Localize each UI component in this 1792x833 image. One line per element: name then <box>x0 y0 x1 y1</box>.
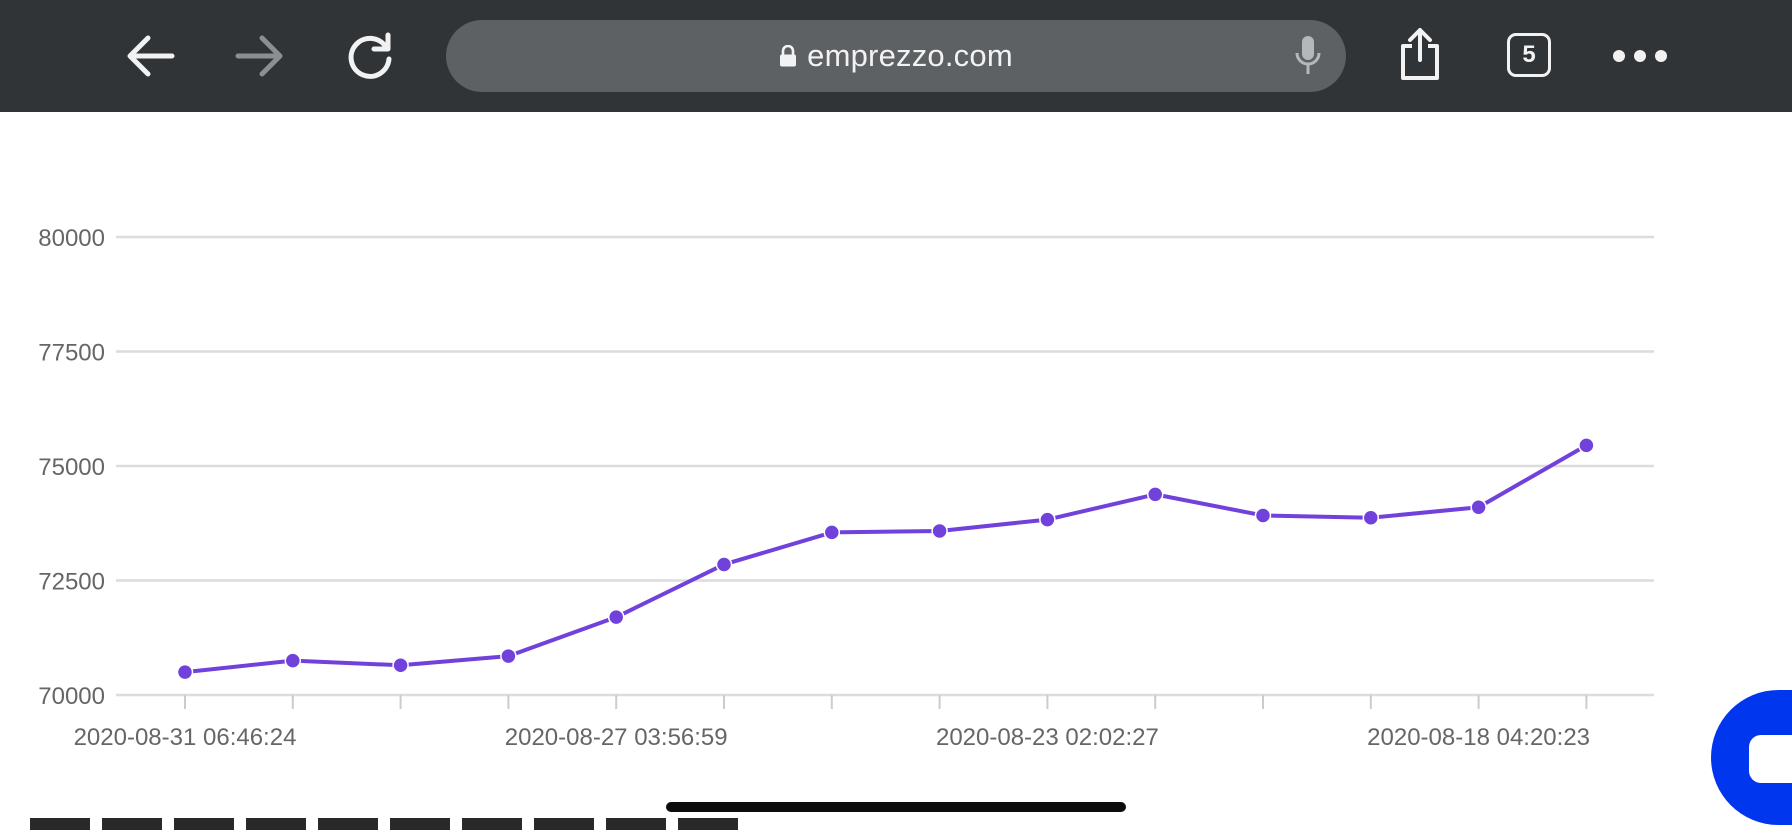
data-point[interactable] <box>1578 437 1595 454</box>
more-dots-icon[interactable] <box>1610 34 1670 78</box>
data-point[interactable] <box>500 647 517 665</box>
data-point[interactable] <box>1039 511 1056 528</box>
data-point[interactable] <box>715 556 733 573</box>
partial-heading-text <box>30 818 750 830</box>
y-tick-label: 75000 <box>38 454 105 481</box>
reload-icon[interactable] <box>343 28 399 84</box>
data-point[interactable] <box>607 608 625 626</box>
data-point[interactable] <box>1254 507 1272 524</box>
data-point[interactable] <box>392 656 409 674</box>
y-tick-label: 77500 <box>38 340 105 367</box>
browser-toolbar: emprezzo.com 5 <box>0 0 1792 112</box>
line-chart: 80000 77500 75000 72500 70000 2020-08-31 06:… <box>38 225 1654 751</box>
y-tick-label: 72500 <box>38 569 105 596</box>
data-point[interactable] <box>284 652 302 669</box>
share-icon[interactable] <box>1392 24 1448 84</box>
forward-arrow-icon[interactable] <box>232 28 288 84</box>
x-tick-label: 2020-08-27 03:56:59 <box>505 724 728 751</box>
chat-bubble-icon[interactable] <box>1711 690 1792 825</box>
lock-icon <box>779 45 797 67</box>
x-tick-label: 2020-08-23 02:02:27 <box>936 724 1159 751</box>
series-line <box>183 443 1589 675</box>
microphone-icon[interactable] <box>1294 34 1322 83</box>
data-point[interactable] <box>1362 509 1380 527</box>
y-tick-label: 80000 <box>38 225 105 252</box>
x-tick-label: 2020-08-31 06:46:24 <box>74 724 297 751</box>
home-indicator <box>666 802 1126 812</box>
back-arrow-icon[interactable] <box>122 28 178 84</box>
x-tick-label: 2020-08-18 04:20:23 <box>1367 724 1590 751</box>
url-text: emprezzo.com <box>807 38 1013 73</box>
tab-count-button[interactable]: 5 <box>1507 33 1551 77</box>
data-point[interactable] <box>176 663 194 681</box>
data-point[interactable] <box>1470 498 1487 516</box>
y-tick-label: 70000 <box>38 683 105 710</box>
data-point[interactable] <box>1146 486 1164 503</box>
data-point[interactable] <box>931 522 948 540</box>
address-bar[interactable]: emprezzo.com <box>446 20 1346 92</box>
page-content: 80000 77500 75000 72500 70000 2020-08-31 06:… <box>0 112 1792 828</box>
data-point[interactable] <box>823 524 841 541</box>
